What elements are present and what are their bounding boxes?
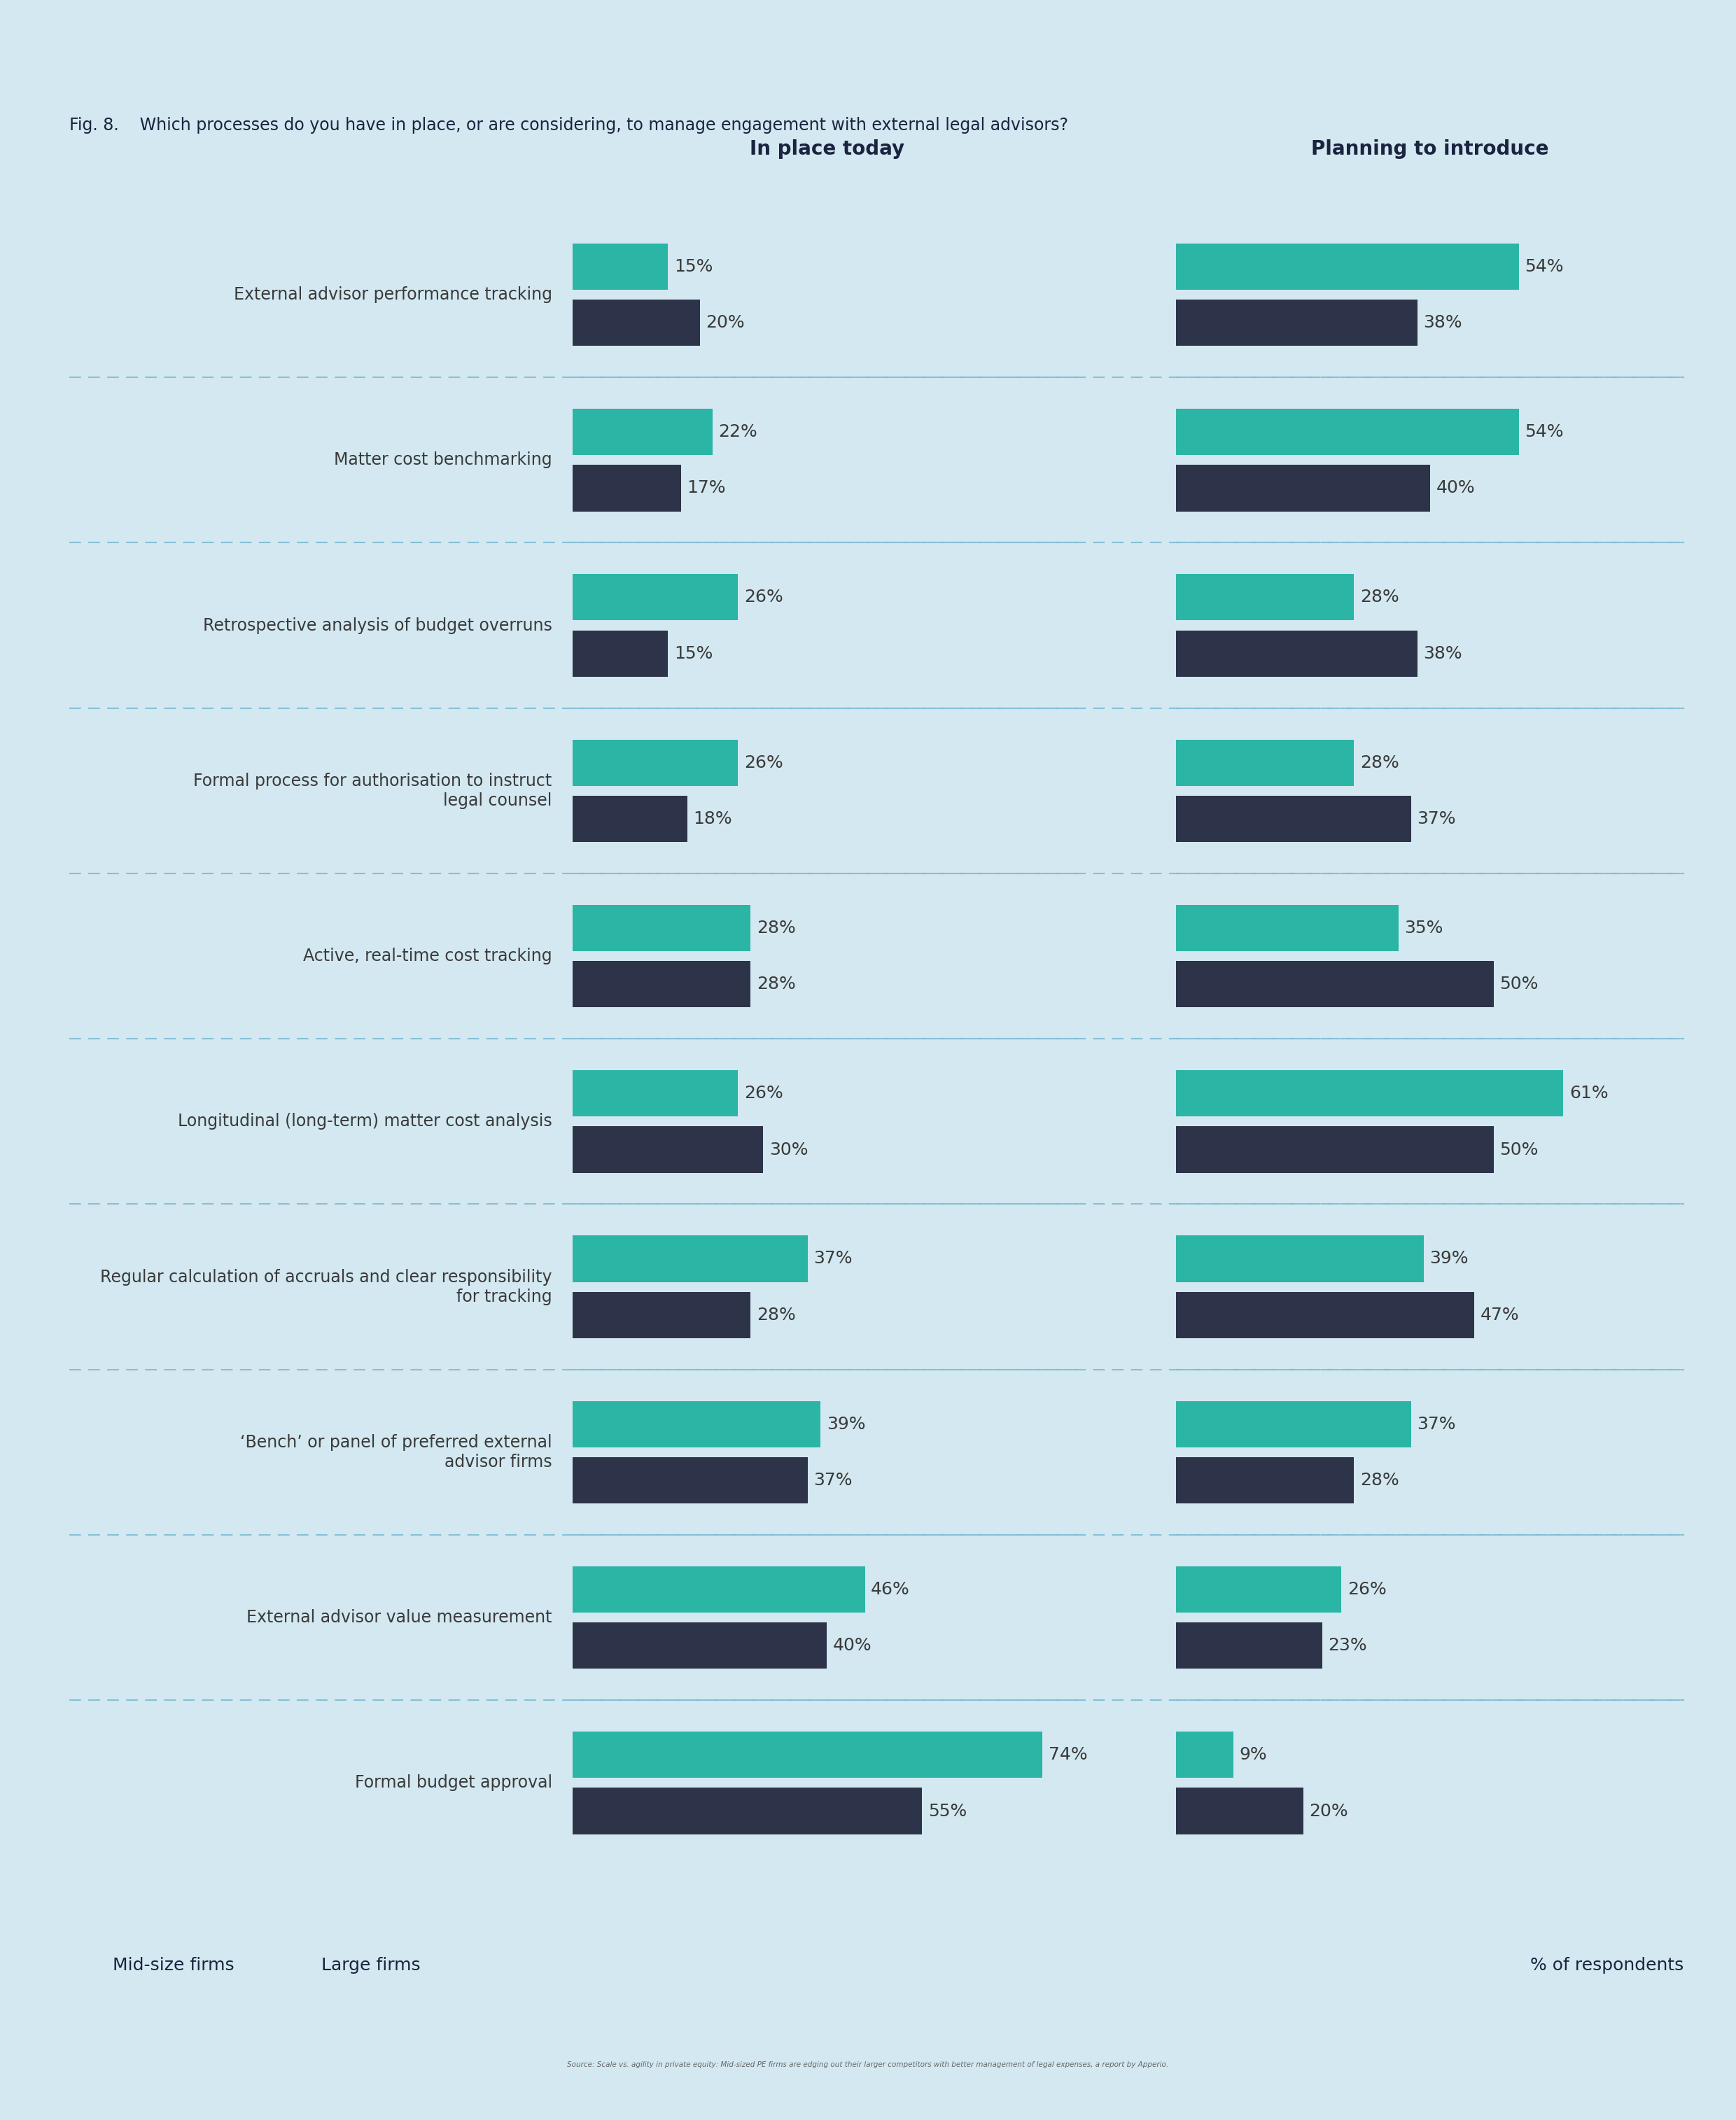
Bar bbox=[573, 960, 750, 1007]
Text: Mid-size firms: Mid-size firms bbox=[113, 1957, 234, 1974]
Text: 26%: 26% bbox=[745, 755, 783, 772]
Bar bbox=[573, 244, 668, 290]
Bar bbox=[573, 1401, 821, 1448]
Text: 46%: 46% bbox=[871, 1582, 910, 1598]
Text: External advisor value measurement: External advisor value measurement bbox=[247, 1609, 552, 1626]
Text: Matter cost benchmarking: Matter cost benchmarking bbox=[333, 452, 552, 469]
Text: Formal process for authorisation to instruct
legal counsel: Formal process for authorisation to inst… bbox=[193, 772, 552, 810]
Bar bbox=[573, 905, 750, 952]
Text: 20%: 20% bbox=[1309, 1802, 1349, 1819]
Text: 37%: 37% bbox=[1417, 810, 1457, 827]
Bar bbox=[573, 795, 687, 842]
Text: Large firms: Large firms bbox=[321, 1957, 420, 1974]
Bar bbox=[1177, 575, 1354, 621]
Bar bbox=[573, 575, 738, 621]
Text: In place today: In place today bbox=[750, 140, 904, 159]
Text: Source: Scale vs. agility in private equity: Mid-sized PE firms are edging out t: Source: Scale vs. agility in private equ… bbox=[568, 2061, 1168, 2069]
Text: ‘Bench’ or panel of preferred external
advisor firms: ‘Bench’ or panel of preferred external a… bbox=[240, 1433, 552, 1471]
Text: Planning to introduce: Planning to introduce bbox=[1311, 140, 1549, 159]
Text: 40%: 40% bbox=[833, 1637, 871, 1654]
Text: Formal budget approval: Formal budget approval bbox=[354, 1774, 552, 1791]
Text: Fig. 8.    Which processes do you have in place, or are considering, to manage e: Fig. 8. Which processes do you have in p… bbox=[69, 117, 1068, 134]
Text: 28%: 28% bbox=[1359, 1471, 1399, 1488]
Bar bbox=[1177, 795, 1411, 842]
Bar bbox=[1177, 1126, 1493, 1172]
Text: 74%: 74% bbox=[1049, 1747, 1088, 1764]
Text: Retrospective analysis of budget overruns: Retrospective analysis of budget overrun… bbox=[203, 617, 552, 634]
Text: 28%: 28% bbox=[1359, 589, 1399, 606]
Bar bbox=[1177, 1732, 1233, 1779]
Text: 30%: 30% bbox=[769, 1141, 809, 1158]
Text: 15%: 15% bbox=[674, 259, 713, 276]
Bar bbox=[1177, 740, 1354, 787]
Bar bbox=[1177, 960, 1493, 1007]
Bar bbox=[573, 1126, 764, 1172]
Bar bbox=[573, 630, 668, 676]
Text: Regular calculation of accruals and clear responsibility
for tracking: Regular calculation of accruals and clea… bbox=[101, 1268, 552, 1306]
Text: 61%: 61% bbox=[1569, 1085, 1608, 1102]
Text: 17%: 17% bbox=[687, 479, 726, 496]
Text: 37%: 37% bbox=[814, 1471, 852, 1488]
Text: 28%: 28% bbox=[757, 920, 795, 937]
Text: 18%: 18% bbox=[693, 810, 733, 827]
Bar bbox=[1177, 1787, 1304, 1834]
Text: 54%: 54% bbox=[1524, 259, 1564, 276]
Text: 28%: 28% bbox=[757, 1306, 795, 1323]
Bar bbox=[1177, 244, 1519, 290]
Text: External advisor performance tracking: External advisor performance tracking bbox=[234, 286, 552, 303]
Text: 20%: 20% bbox=[707, 314, 745, 331]
Text: 35%: 35% bbox=[1404, 920, 1443, 937]
Text: Active, real-time cost tracking: Active, real-time cost tracking bbox=[304, 948, 552, 965]
Text: 28%: 28% bbox=[1359, 755, 1399, 772]
Bar bbox=[573, 1567, 865, 1613]
Bar bbox=[1177, 464, 1430, 511]
Text: 39%: 39% bbox=[826, 1416, 865, 1433]
Bar bbox=[1177, 409, 1519, 456]
Text: 26%: 26% bbox=[745, 589, 783, 606]
Text: 28%: 28% bbox=[757, 975, 795, 992]
Bar bbox=[573, 1236, 807, 1283]
Text: 40%: 40% bbox=[1436, 479, 1476, 496]
Bar bbox=[573, 1622, 826, 1668]
Text: 38%: 38% bbox=[1424, 314, 1462, 331]
Bar bbox=[1177, 1567, 1342, 1613]
Text: 26%: 26% bbox=[1347, 1582, 1387, 1598]
Text: 9%: 9% bbox=[1240, 1747, 1267, 1764]
Bar bbox=[573, 740, 738, 787]
Bar bbox=[573, 1071, 738, 1117]
Text: % of respondents: % of respondents bbox=[1531, 1957, 1684, 1974]
Bar bbox=[1177, 1071, 1564, 1117]
Text: 23%: 23% bbox=[1328, 1637, 1368, 1654]
Text: 38%: 38% bbox=[1424, 644, 1462, 661]
Bar bbox=[1177, 299, 1417, 346]
Bar bbox=[1177, 1622, 1323, 1668]
Bar bbox=[1177, 1236, 1424, 1283]
Text: 50%: 50% bbox=[1500, 975, 1538, 992]
Bar bbox=[573, 1732, 1043, 1779]
Text: Longitudinal (long-term) matter cost analysis: Longitudinal (long-term) matter cost ana… bbox=[177, 1113, 552, 1130]
Text: 50%: 50% bbox=[1500, 1141, 1538, 1158]
Text: 15%: 15% bbox=[674, 644, 713, 661]
Bar bbox=[573, 1456, 807, 1503]
Bar bbox=[1177, 905, 1397, 952]
Bar bbox=[573, 464, 681, 511]
Text: 55%: 55% bbox=[929, 1802, 967, 1819]
Bar bbox=[1177, 1401, 1411, 1448]
Text: 37%: 37% bbox=[814, 1251, 852, 1268]
Text: 26%: 26% bbox=[745, 1085, 783, 1102]
Bar bbox=[573, 1787, 922, 1834]
Bar bbox=[1177, 630, 1417, 676]
Bar bbox=[1177, 1291, 1474, 1338]
Bar bbox=[573, 1291, 750, 1338]
Text: 47%: 47% bbox=[1481, 1306, 1519, 1323]
Bar bbox=[573, 409, 712, 456]
Text: 37%: 37% bbox=[1417, 1416, 1457, 1433]
Bar bbox=[573, 299, 700, 346]
Text: 22%: 22% bbox=[719, 424, 757, 441]
Bar bbox=[1177, 1456, 1354, 1503]
Text: 39%: 39% bbox=[1430, 1251, 1469, 1268]
Text: 54%: 54% bbox=[1524, 424, 1564, 441]
